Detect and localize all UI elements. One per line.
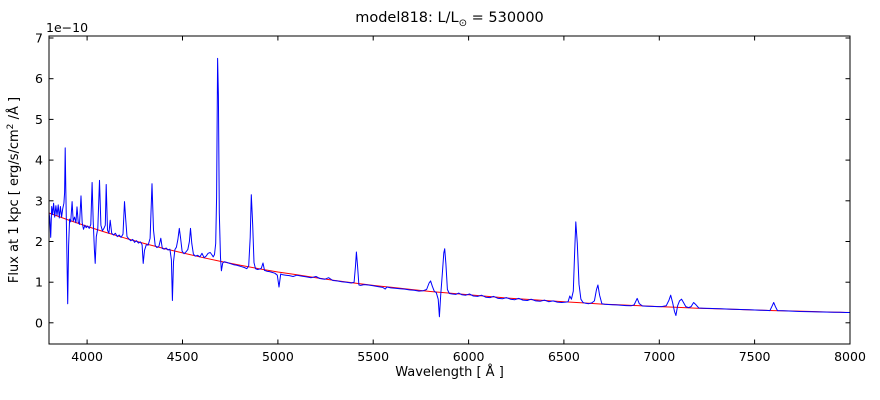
x-tick-label: 6000 <box>453 349 485 364</box>
x-tick-label: 8000 <box>834 349 866 364</box>
y-tick-label: 0 <box>35 315 43 330</box>
model-spectrum-line <box>48 57 850 318</box>
plot-title: model818: L/L⊙ = 530000 <box>49 9 850 33</box>
y-tick-label: 1 <box>35 275 43 290</box>
y-axis-label-exponent: 2 <box>5 123 16 130</box>
y-axis-label-unit: /Å ] <box>7 96 23 124</box>
x-tick-label: 4500 <box>167 349 199 364</box>
y-tick-label: 6 <box>35 71 43 86</box>
continuum-fit-line <box>48 212 851 313</box>
x-tick-label: 5000 <box>262 349 294 364</box>
x-tick-label: 7500 <box>739 349 771 364</box>
y-tick-label: 5 <box>35 112 43 127</box>
y-tick-label: 2 <box>35 234 43 249</box>
y-tick-label: 3 <box>35 193 43 208</box>
title-text: model818: L/L <box>355 10 459 26</box>
x-tick-label: 5500 <box>357 349 389 364</box>
x-tick-label: 7000 <box>643 349 675 364</box>
y-tick-label: 7 <box>35 31 43 46</box>
x-tick-label: 6500 <box>548 349 580 364</box>
y-axis-label-text: Flux at 1 kpc [ erg/s/cm <box>7 129 23 284</box>
x-tick-label: 4000 <box>71 349 103 364</box>
y-tick-label: 4 <box>35 153 43 168</box>
title-value: = 530000 <box>467 10 544 26</box>
y-axis-offset-label: 1e−10 <box>46 20 89 35</box>
axes-frame <box>48 35 851 345</box>
x-axis-label: Wavelength [ Å ] <box>395 365 504 380</box>
title-sun-symbol: ⊙ <box>458 17 468 29</box>
y-axis-label: Flux at 1 kpc [ erg/s/cm2 /Å ] <box>6 97 22 283</box>
